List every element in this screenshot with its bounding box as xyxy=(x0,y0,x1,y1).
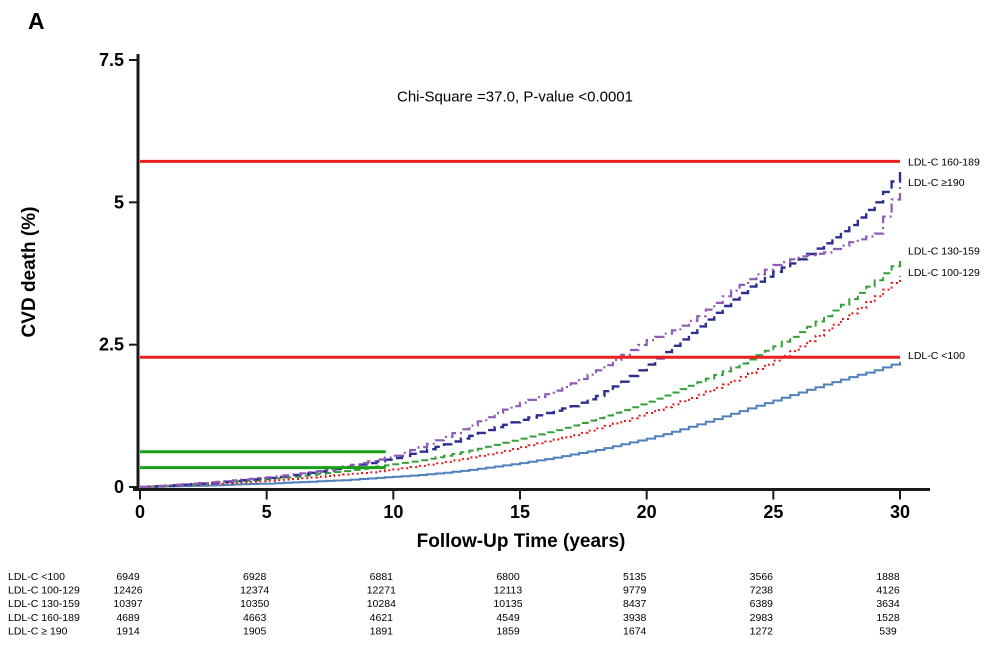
risk-value: 10284 xyxy=(367,598,396,610)
series-label-ldl-100-129: LDL-C 100-129 xyxy=(908,267,980,279)
risk-value: 1272 xyxy=(750,625,774,637)
risk-value: 1891 xyxy=(370,625,394,637)
x-tick-label: 15 xyxy=(510,502,530,522)
y-tick-label: 5 xyxy=(114,192,124,212)
risk-value: 1914 xyxy=(116,625,140,637)
risk-value: 4126 xyxy=(876,585,900,597)
risk-value: 9779 xyxy=(623,585,647,597)
panel-label: A xyxy=(28,8,45,34)
risk-value: 12426 xyxy=(113,585,142,597)
y-tick-label: 7.5 xyxy=(99,50,124,70)
series-curve-ldl-ge-190 xyxy=(140,182,902,489)
risk-row-label: LDL-C ≥ 190 xyxy=(8,625,68,637)
x-tick-label: 5 xyxy=(262,502,272,522)
risk-value: 6928 xyxy=(243,571,267,583)
risk-row-label: LDL-C 100-129 xyxy=(8,585,80,597)
risk-value: 12113 xyxy=(494,585,523,597)
series-label-ldl-160-189: LDL-C 160-189 xyxy=(908,156,980,168)
risk-value: 12271 xyxy=(367,585,396,597)
risk-value: 4689 xyxy=(116,612,140,624)
risk-value: 8437 xyxy=(623,598,647,610)
series-label-ldl-ge-190: LDL-C ≥190 xyxy=(908,177,965,189)
risk-value: 539 xyxy=(879,625,897,637)
series-curve-ldl-100-129 xyxy=(140,276,901,488)
chi-square-annotation: Chi-Square =37.0, P-value <0.0001 xyxy=(397,88,633,106)
risk-value: 7238 xyxy=(750,585,774,597)
y-tick-label: 2.5 xyxy=(99,335,124,355)
risk-value: 1859 xyxy=(496,625,520,637)
risk-value: 4621 xyxy=(370,612,394,624)
risk-row-label: LDL-C 130-159 xyxy=(8,598,80,610)
risk-value: 1905 xyxy=(243,625,267,637)
risk-value: 12374 xyxy=(240,585,269,597)
x-tick-label: 10 xyxy=(383,502,403,522)
series-label-ldl-130-159: LDL-C 130-159 xyxy=(908,246,980,258)
risk-value: 2983 xyxy=(750,612,774,624)
risk-value: 6389 xyxy=(750,598,774,610)
series-label-ldl-lt-100: LDL-C <100 xyxy=(908,350,965,362)
series-curve-ldl-lt-100 xyxy=(140,361,901,488)
risk-value: 6949 xyxy=(116,571,140,583)
risk-value: 4549 xyxy=(496,612,520,624)
risk-value: 10397 xyxy=(113,598,142,610)
y-tick-label: 0 xyxy=(114,477,124,497)
risk-row-label: LDL-C 160-189 xyxy=(8,612,80,624)
risk-row-label: LDL-C <100 xyxy=(8,571,65,583)
risk-value: 1888 xyxy=(876,571,900,583)
risk-value: 1528 xyxy=(876,612,900,624)
risk-value: 6800 xyxy=(496,571,520,583)
risk-value: 3566 xyxy=(750,571,774,583)
x-tick-label: 0 xyxy=(135,502,145,522)
risk-value: 3634 xyxy=(876,598,900,610)
risk-value: 5135 xyxy=(623,571,647,583)
x-axis-title: Follow-Up Time (years) xyxy=(416,531,626,552)
risk-value: 1674 xyxy=(623,625,647,637)
risk-value: 10135 xyxy=(493,598,522,610)
x-tick-label: 20 xyxy=(637,502,657,522)
risk-value: 3938 xyxy=(623,612,647,624)
x-tick-label: 30 xyxy=(890,502,910,522)
risk-value: 10350 xyxy=(240,598,269,610)
series-curve-ldl-160-189 xyxy=(140,171,902,489)
risk-value: 6881 xyxy=(370,571,394,583)
risk-value: 4663 xyxy=(243,612,267,624)
x-tick-label: 25 xyxy=(763,502,783,522)
